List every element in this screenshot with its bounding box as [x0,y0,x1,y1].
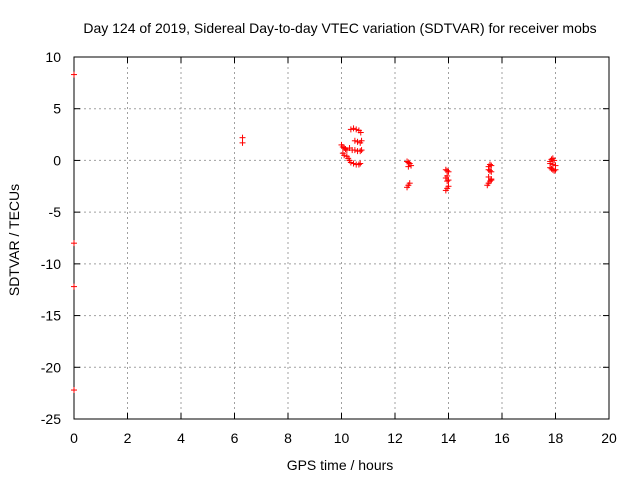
x-tick-label: 4 [177,430,185,446]
x-tick-label: 2 [124,430,132,446]
data-point [486,178,493,185]
data-point [350,160,357,167]
data-point [71,71,77,78]
x-tick-label: 8 [284,430,292,446]
data-point [549,161,556,168]
y-tick-label: 0 [53,152,61,168]
data-point [408,162,415,169]
data-point [551,157,558,164]
y-tick-label: -10 [41,256,61,272]
data-point [357,129,364,136]
data-point [444,178,451,185]
data-point [353,126,360,133]
data-point [552,166,559,173]
data-point [445,177,452,184]
x-tick-label: 0 [70,430,78,446]
data-points [71,71,559,394]
data-point [488,162,495,169]
data-point [445,168,452,175]
data-point [548,156,555,163]
x-tick-label: 20 [601,430,617,446]
data-point [71,240,77,247]
x-tick-label: 18 [548,430,564,446]
data-point [341,152,348,159]
data-point [357,160,364,167]
data-point [488,168,495,175]
y-tick-label: -5 [49,204,62,220]
x-tick-label: 6 [231,430,239,446]
x-tick-label: 14 [441,430,457,446]
data-point [357,148,364,155]
x-axis-label: GPS time / hours [287,457,394,473]
data-point [444,167,451,174]
data-point [351,137,358,144]
y-tick-label: 5 [53,101,61,117]
data-point [351,147,358,154]
data-point [358,147,365,154]
data-point [486,161,493,168]
data-point [71,387,77,394]
data-point [445,183,452,190]
data-point [347,159,354,166]
y-tick-label: -15 [41,308,61,324]
chart-title: Day 124 of 2019, Sidereal Day-to-day VTE… [83,20,596,36]
grid-lines [74,57,609,419]
data-point [347,126,354,133]
x-tick-labels: 0 2 4 6 8 10 12 14 16 18 20 [70,430,617,446]
x-tick-label: 16 [494,430,510,446]
data-point [551,167,558,174]
y-tick-labels: 10 5 0 -5 -10 -15 -20 -25 [41,49,61,427]
y-tick-label: -20 [41,359,61,375]
y-tick-label: 10 [45,49,61,65]
data-point [350,125,357,132]
data-point [71,283,77,290]
y-axis-label: SDTVAR / TECUs [6,184,22,296]
data-point [486,167,493,174]
x-tick-label: 10 [334,430,350,446]
data-point [488,177,495,184]
axis-ticks [73,56,610,420]
data-point [358,137,365,144]
data-point [405,163,412,170]
x-tick-label: 12 [387,430,403,446]
y-tick-label: -25 [41,411,61,427]
data-point [406,180,413,187]
data-point [239,139,246,146]
data-point [239,134,246,141]
data-point [342,146,349,153]
data-point [354,138,361,145]
data-point [355,161,362,168]
